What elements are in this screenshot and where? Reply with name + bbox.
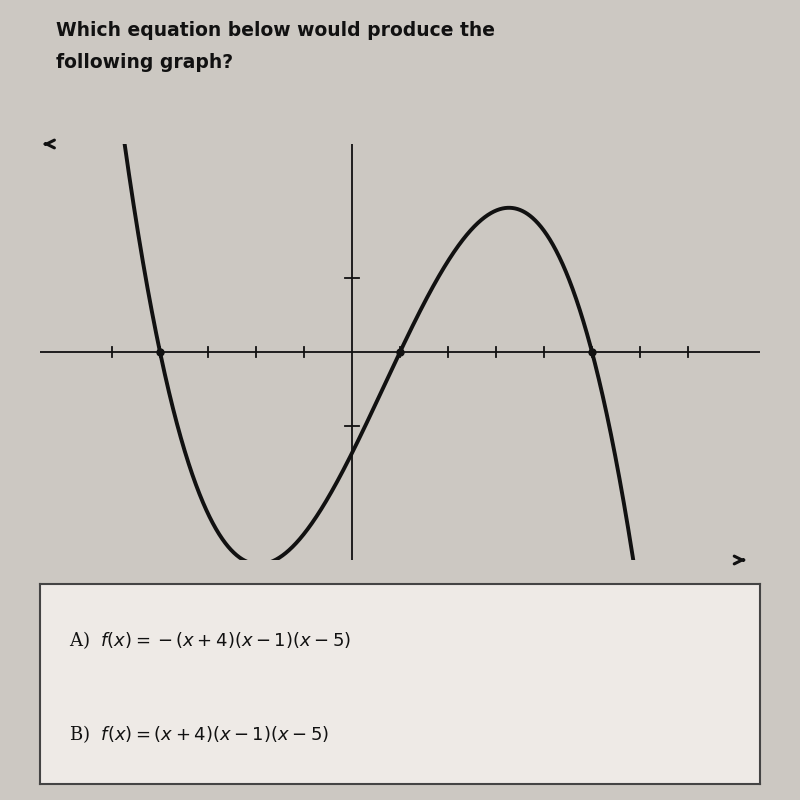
Text: A)  $f(x)=-(x+4)(x-1)(x-5)$: A) $f(x)=-(x+4)(x-1)(x-5)$ [69, 629, 350, 651]
Text: Which equation below would produce the: Which equation below would produce the [56, 21, 495, 40]
Text: B)  $f(x)=(x+4)(x-1)(x-5)$: B) $f(x)=(x+4)(x-1)(x-5)$ [69, 723, 329, 745]
Text: following graph?: following graph? [56, 53, 233, 72]
